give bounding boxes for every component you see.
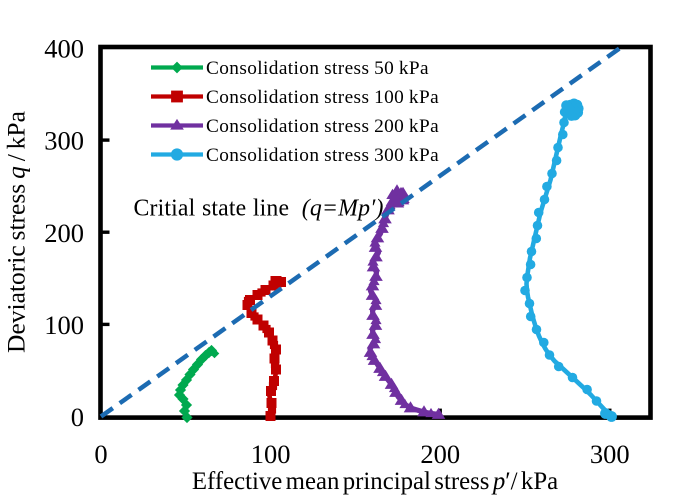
- svg-text:Consolidation stress 300 kPa: Consolidation stress 300 kPa: [206, 145, 439, 166]
- svg-text:Critial state line (q=Mp′): Critial state line (q=Mp′): [134, 196, 384, 222]
- svg-text:400: 400: [44, 34, 84, 64]
- svg-text:100: 100: [44, 310, 84, 340]
- svg-text:Effective mean principal stres: Effective mean principal stress p′/ kPa: [192, 468, 558, 495]
- svg-text:Consolidation stress 50 kPa: Consolidation stress 50 kPa: [206, 58, 429, 79]
- svg-text:200: 200: [44, 218, 84, 248]
- svg-text:100: 100: [251, 439, 291, 469]
- svg-text:Consolidation stress 200 kPa: Consolidation stress 200 kPa: [206, 116, 439, 137]
- svg-text:300: 300: [590, 439, 630, 469]
- svg-text:0: 0: [71, 402, 84, 432]
- svg-text:Consolidation stress 100 kPa: Consolidation stress 100 kPa: [206, 87, 439, 108]
- svg-text:200: 200: [420, 439, 460, 469]
- svg-text:300: 300: [44, 126, 84, 156]
- svg-text:Deviatoric stress q / kPa: Deviatoric stress q / kPa: [2, 111, 31, 353]
- svg-text:0: 0: [94, 439, 107, 469]
